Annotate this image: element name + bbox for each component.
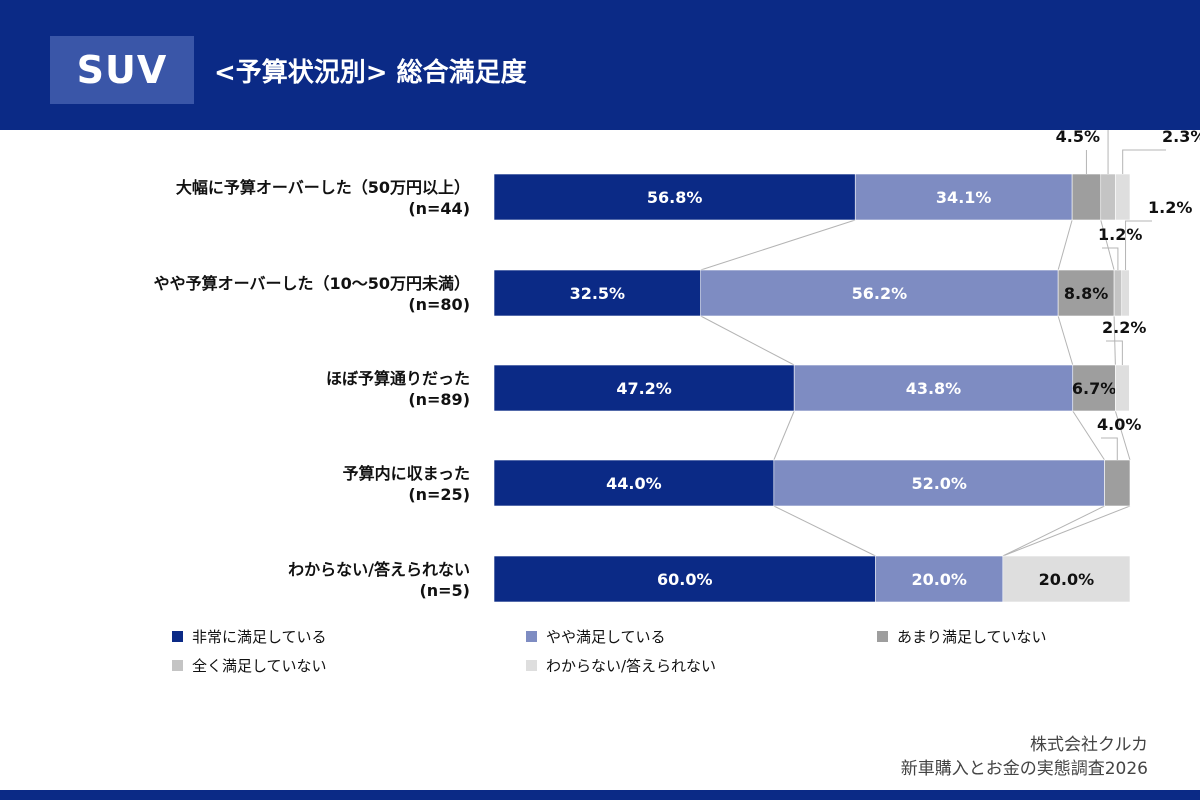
legend-label: わからない/答えられない: [546, 657, 716, 675]
data-label: 47.2%: [616, 379, 672, 398]
data-label: 6.7%: [1072, 379, 1116, 398]
legend-swatch: [526, 660, 537, 671]
chart-panel: 大幅に予算オーバーした（50万円以上） (n=44) やや予算オーバーした（10〜5…: [0, 130, 1200, 790]
bar-segment: [1113, 269, 1123, 317]
category-label: ほぼ予算通りだった: [326, 369, 470, 388]
connector-line: [1072, 410, 1105, 461]
data-label: 20.0%: [911, 570, 967, 589]
callout-line: [1102, 247, 1119, 270]
connector-line: [700, 219, 856, 271]
bar-segment: [1121, 269, 1130, 317]
category-badge: SUV: [50, 36, 194, 104]
bar-segment: [1057, 269, 1115, 317]
bar-segment: [793, 364, 1074, 412]
data-label: 60.0%: [657, 570, 713, 589]
stacked-bar-chart: 大幅に予算オーバーした（50万円以上） (n=44) やや予算オーバーした（10〜5…: [154, 130, 1200, 675]
bar-segment: [1071, 173, 1102, 221]
bar-segment: [493, 173, 856, 221]
data-label: 8.8%: [1064, 284, 1108, 303]
bar-segment: [1100, 173, 1116, 221]
bar-segment: [493, 364, 795, 412]
legend-label: 非常に満足している: [192, 628, 327, 646]
callout-line: [1101, 437, 1118, 460]
chart-title: <予算状況別> 総合満足度: [214, 58, 527, 88]
data-label: 20.0%: [1039, 570, 1095, 589]
legend-label: あまり満足していない: [897, 628, 1047, 646]
category-label: やや予算オーバーした（10〜50万円未満）: [154, 274, 470, 293]
bar-segment: [700, 269, 1059, 317]
callout-line: [1107, 130, 1109, 174]
data-label: 44.0%: [606, 474, 662, 493]
sample-size-label: (n=5): [419, 581, 470, 600]
legend-swatch: [172, 631, 183, 642]
bar-segment: [493, 269, 701, 317]
data-label: 56.2%: [852, 284, 908, 303]
sample-size-label: (n=89): [408, 390, 470, 409]
bar-segment: [854, 173, 1073, 221]
bar-segment: [493, 459, 775, 507]
data-label: 56.8%: [647, 188, 703, 207]
category-label: 予算内に収まった: [343, 464, 470, 483]
connector-line: [773, 410, 795, 461]
bar-segment: [1115, 173, 1131, 221]
bar-segment: [1104, 459, 1131, 507]
connector-line: [1100, 219, 1115, 271]
data-label: 32.5%: [570, 284, 626, 303]
data-label: 43.8%: [906, 379, 962, 398]
bar-segment: [1115, 364, 1130, 412]
data-label: 2.2%: [1102, 318, 1146, 337]
data-label: 4.5%: [1056, 130, 1100, 146]
category-label: わからない/答えられない: [288, 560, 470, 579]
legend-swatch: [526, 631, 537, 642]
legend-swatch: [877, 631, 888, 642]
legend-swatch: [172, 660, 183, 671]
bar-segment: [493, 555, 876, 603]
sample-size-label: (n=80): [408, 295, 470, 314]
sample-size-label: (n=44): [408, 199, 470, 218]
connector-line: [1057, 315, 1074, 366]
callout-line: [1106, 340, 1123, 365]
connector-line: [1002, 505, 1105, 557]
category-label: 大幅に予算オーバーした（50万円以上）: [176, 178, 470, 197]
connector-line: [1114, 410, 1131, 461]
connector-line: [700, 315, 795, 366]
data-label: 1.2%: [1148, 198, 1192, 217]
connector-line: [1002, 505, 1131, 557]
bar-segment: [1002, 555, 1131, 603]
source-company: 株式会社クルカ: [1030, 735, 1148, 755]
data-label: 52.0%: [911, 474, 967, 493]
data-label: 34.1%: [936, 188, 992, 207]
data-label: 2.3%: [1162, 130, 1200, 146]
connector-line: [1057, 219, 1073, 271]
callout-line: [1122, 149, 1166, 174]
data-label: 1.2%: [1098, 225, 1142, 244]
bar-segment: [875, 555, 1004, 603]
legend-label: やや満足している: [546, 628, 666, 646]
connector-line: [773, 505, 876, 557]
bar-segment: [773, 459, 1105, 507]
sample-size-label: (n=25): [408, 485, 470, 504]
source-survey: 新車購入とお金の実態調査2026: [900, 759, 1148, 779]
callout-line: [1125, 220, 1152, 270]
data-label: 4.0%: [1097, 415, 1141, 434]
legend-label: 全く満足していない: [192, 657, 327, 675]
